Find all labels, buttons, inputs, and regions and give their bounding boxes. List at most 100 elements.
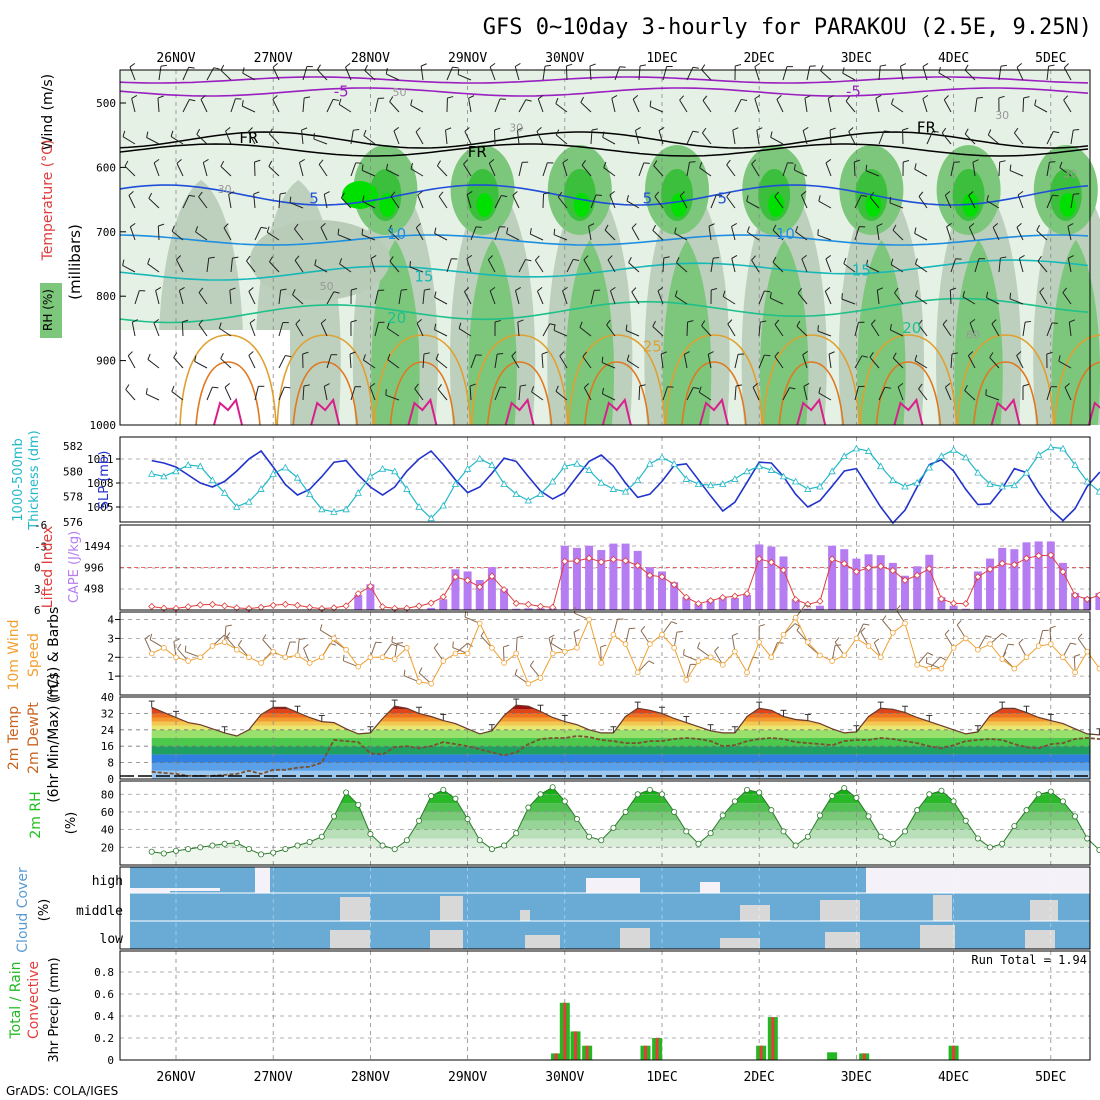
wind-barb bbox=[494, 226, 500, 241]
wind-barb-flag bbox=[220, 160, 225, 167]
rh-band bbox=[151, 838, 1090, 848]
wind-barb bbox=[531, 391, 544, 401]
wind-barb bbox=[386, 169, 400, 177]
wind-barb bbox=[734, 386, 737, 401]
cape-bar bbox=[427, 607, 436, 610]
rh-point bbox=[792, 842, 799, 849]
lifted-index-point bbox=[439, 593, 447, 601]
wind-barb bbox=[702, 132, 712, 145]
wind-barb-flag bbox=[388, 224, 392, 231]
rh-point bbox=[1035, 791, 1042, 798]
wind-barb-flag bbox=[625, 324, 628, 331]
y-tick-label: 24 bbox=[101, 724, 115, 737]
temperature-contour-30 bbox=[972, 361, 1039, 426]
wind-barb bbox=[512, 195, 520, 209]
wind-barb bbox=[182, 99, 190, 113]
wind-barb bbox=[986, 297, 1000, 305]
rh-point bbox=[610, 824, 617, 831]
cape-bar bbox=[876, 555, 885, 610]
wind-barb bbox=[220, 69, 232, 81]
wind-barb bbox=[457, 74, 472, 81]
wind-barb-flag bbox=[225, 126, 231, 132]
cape-bar bbox=[487, 567, 496, 610]
wind-barb bbox=[157, 225, 160, 241]
wind-speed-point bbox=[549, 650, 556, 657]
wind-barb-flag bbox=[591, 128, 598, 131]
wind-barb-flag bbox=[1039, 287, 1045, 293]
y-tick-label: 32 bbox=[101, 707, 114, 720]
wind-speed-point bbox=[173, 654, 179, 661]
wind-barb-flag bbox=[415, 223, 421, 229]
wind-barb bbox=[388, 230, 400, 241]
lifted-index-point bbox=[743, 590, 751, 598]
wind-barb bbox=[254, 227, 262, 241]
cape-bar bbox=[597, 550, 606, 610]
cloud-low bbox=[620, 928, 650, 949]
thickness-point bbox=[682, 475, 690, 482]
wind-speed-point bbox=[197, 654, 204, 661]
wind-barb bbox=[686, 387, 694, 401]
lifted-index-point bbox=[621, 557, 630, 565]
temperature-contour-25 bbox=[859, 334, 958, 426]
cloud-high-clear bbox=[255, 867, 270, 893]
wind-barb bbox=[514, 66, 520, 81]
wind-barb bbox=[422, 290, 425, 305]
y-tick-label: 0.2 bbox=[94, 1032, 114, 1045]
wind10m-panel: 1 2 3 4 10m Wind Speed (m/s) & Barbs bbox=[6, 604, 1100, 703]
wind-barb-flag bbox=[932, 130, 939, 133]
lifted-index-point bbox=[415, 602, 423, 610]
temperature-contour-25 bbox=[762, 334, 860, 426]
wind-barb bbox=[302, 385, 305, 401]
rh-band bbox=[151, 820, 1090, 830]
wind-barb-flag bbox=[553, 324, 556, 331]
contour-label: 20 bbox=[902, 319, 921, 337]
thickness-point bbox=[281, 463, 290, 471]
wind-barb bbox=[950, 162, 955, 177]
wind-barb bbox=[131, 322, 136, 337]
wind-barb bbox=[542, 193, 545, 209]
wind-barb bbox=[566, 259, 574, 273]
rh2m-units: (%) bbox=[64, 812, 79, 835]
date-label-top: 3DEC bbox=[841, 51, 872, 66]
wind-barb bbox=[134, 290, 140, 305]
wind-barb-flag bbox=[488, 159, 495, 164]
cape-bar bbox=[670, 582, 679, 610]
wind-barb-flag bbox=[661, 351, 667, 355]
wind-barb bbox=[146, 393, 160, 401]
wind-barb bbox=[922, 66, 928, 81]
lifted-index-point bbox=[281, 600, 289, 608]
wind-barb bbox=[758, 322, 761, 337]
wind-barb bbox=[989, 357, 1000, 369]
wind-barb-flag bbox=[203, 158, 209, 163]
wind-barb bbox=[553, 234, 568, 241]
wind-barb bbox=[631, 291, 640, 305]
wind-barb-flag bbox=[416, 319, 423, 324]
wind-barb-flag bbox=[494, 127, 501, 131]
contour-label: 30 bbox=[218, 183, 232, 196]
wind-barb bbox=[944, 386, 952, 401]
wind-barb bbox=[891, 103, 904, 113]
wind-barb bbox=[1046, 322, 1053, 337]
upper-air-panel: 500 600 700 800 900 1000 -5 -5 FR FR FR 5 5 5 10 10 15 15… bbox=[40, 62, 1100, 432]
thickness-point bbox=[901, 482, 909, 490]
wind-barb-flag bbox=[714, 646, 720, 652]
wind-barb-flag bbox=[751, 255, 756, 261]
temperature-contour bbox=[119, 87, 1089, 97]
wind-barb bbox=[732, 130, 736, 145]
temperature-contour-35 bbox=[504, 397, 535, 426]
cape-bar bbox=[463, 571, 472, 610]
wind-speed-point bbox=[853, 635, 860, 642]
cape-bar bbox=[524, 608, 533, 610]
wind-barb-flag bbox=[635, 127, 641, 131]
wind-barb bbox=[802, 354, 808, 369]
wind-speed-point bbox=[440, 658, 447, 664]
wind-barb-flag bbox=[464, 287, 470, 292]
wind-speed-point bbox=[1084, 648, 1091, 655]
wind-barb-flag bbox=[224, 383, 230, 388]
wind-barb-flag bbox=[601, 356, 604, 363]
wind-barb-flag bbox=[414, 383, 419, 390]
wind-barb-flag bbox=[362, 354, 366, 361]
wind-barb bbox=[254, 386, 259, 401]
wind-barb-flag bbox=[145, 388, 148, 395]
wind-barb-flag bbox=[433, 642, 439, 649]
